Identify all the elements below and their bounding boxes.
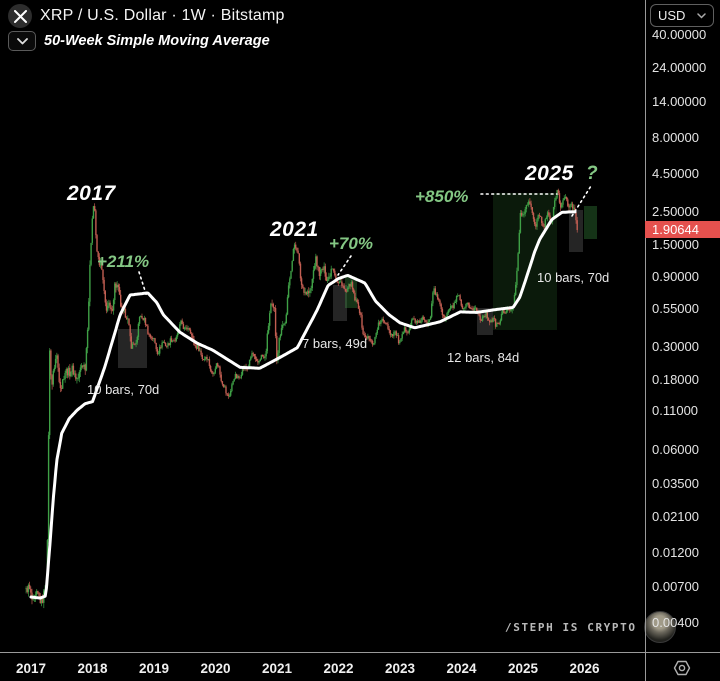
annotation-year-2017: 2017: [67, 182, 116, 205]
price-tick-label: 0.30000: [652, 339, 699, 355]
price-scale-settings-button[interactable]: [672, 659, 692, 676]
year-tick-label: 2018: [77, 661, 108, 676]
currency-label: USD: [658, 8, 686, 23]
watermark-text: /STEPH IS CRYPTO: [505, 620, 637, 634]
price-tick-label: 4.50000: [652, 166, 699, 182]
annotation-year-2021: 2021: [270, 218, 319, 241]
indicator-collapse-button[interactable]: [8, 31, 36, 51]
price-axis-separator: [645, 0, 646, 681]
annotation-bars-2021: 7 bars, 49d: [302, 336, 368, 351]
chevron-down-icon: [16, 37, 28, 44]
year-tick-label: 2020: [200, 661, 231, 676]
year-tick-label: 2025: [507, 661, 539, 676]
year-tick-label: 2026: [569, 661, 600, 676]
time-axis-separator: [0, 652, 720, 653]
year-tick-label: 2019: [138, 661, 170, 676]
annotation-gain-2025: +850%: [415, 187, 469, 206]
annotation-year-2025: 2025: [525, 162, 574, 185]
price-tick-label: 0.06000: [652, 442, 699, 457]
last-price-badge: 1.90644: [645, 220, 720, 238]
symbol-title: XRP / U.S. Dollar · 1W · Bitstamp: [40, 7, 285, 24]
price-tick-label: 14.00000: [652, 93, 707, 109]
price-tick-label: 0.01200: [652, 544, 699, 560]
price-tick-label: 0.00700: [652, 579, 699, 595]
avatar: [643, 611, 676, 643]
currency-dropdown[interactable]: USD: [650, 4, 714, 27]
x-logo-icon: [8, 4, 32, 28]
indicator-label: 50-Week Simple Moving Average: [44, 33, 270, 49]
price-tick-label: 2.50000: [652, 203, 699, 219]
price-tick-label: 0.02100: [652, 509, 699, 525]
hexagon-settings-icon: [673, 660, 691, 675]
year-tick-label: 2024: [446, 661, 477, 676]
price-tick-label: 0.00400: [652, 614, 699, 630]
indicator-header: 50-Week Simple Moving Average: [8, 31, 270, 51]
year-tick-label: 2022: [323, 661, 354, 676]
watermark: /STEPH IS CRYPTO: [505, 611, 676, 643]
price-tick-label: 0.55000: [652, 300, 699, 316]
annotation-bars-2025: 10 bars, 70d: [537, 270, 610, 285]
annotation-gain-2017: +211%: [97, 252, 150, 271]
annotation-gain-2021: +70%: [329, 234, 373, 253]
price-tick-label: 40.00000: [652, 26, 707, 42]
chevron-down-icon: [697, 12, 706, 19]
price-tick-label: 0.03500: [652, 476, 699, 492]
price-tick-label: 0.18000: [652, 371, 699, 387]
year-tick-label: 2017: [15, 661, 47, 676]
price-tick-label: 24.00000: [652, 59, 707, 75]
price-tick-label: 1.50000: [652, 236, 699, 252]
symbol-header[interactable]: XRP / U.S. Dollar · 1W · Bitstamp: [8, 4, 285, 28]
price-tick-label: 0.11000: [652, 403, 699, 419]
price-tick-label: 0.90000: [652, 269, 699, 285]
year-tick-label: 2021: [261, 661, 293, 676]
annotation-bars-2017: 10 bars, 70d: [87, 382, 160, 397]
year-tick-label: 2023: [384, 661, 416, 676]
annotation-bars-2024: 12 bars, 84d: [447, 350, 520, 365]
annotation-question-mark: ?: [586, 163, 598, 184]
price-tick-label: 8.00000: [652, 129, 699, 145]
